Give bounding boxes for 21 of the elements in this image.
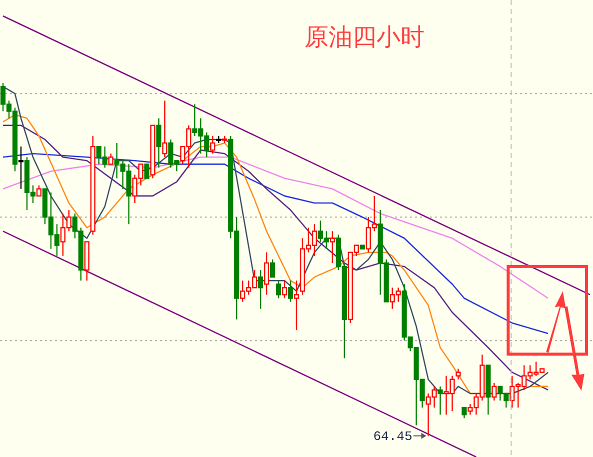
annotation: 64.45: [373, 428, 412, 444]
candlestick: [210, 135, 216, 154]
candlestick: [258, 269, 264, 310]
chart-title: 原油四小时: [304, 23, 425, 51]
candlestick: [270, 258, 276, 278]
candlestick: [162, 100, 168, 158]
candlestick: [108, 152, 114, 165]
candlestick: [294, 280, 300, 331]
candlestick: [456, 368, 461, 380]
candlestick: [36, 184, 42, 197]
candlestick: [288, 280, 294, 302]
candlestick: [492, 382, 497, 402]
candlestick: [264, 252, 270, 296]
candlestick: [330, 230, 335, 264]
candlestick: [18, 146, 24, 190]
candlestick: [282, 280, 288, 299]
candlestick: [276, 280, 282, 299]
candlestick: [462, 407, 467, 419]
candlestick: [156, 118, 162, 168]
candlestick: [438, 386, 443, 416]
candlestick: [144, 164, 150, 179]
